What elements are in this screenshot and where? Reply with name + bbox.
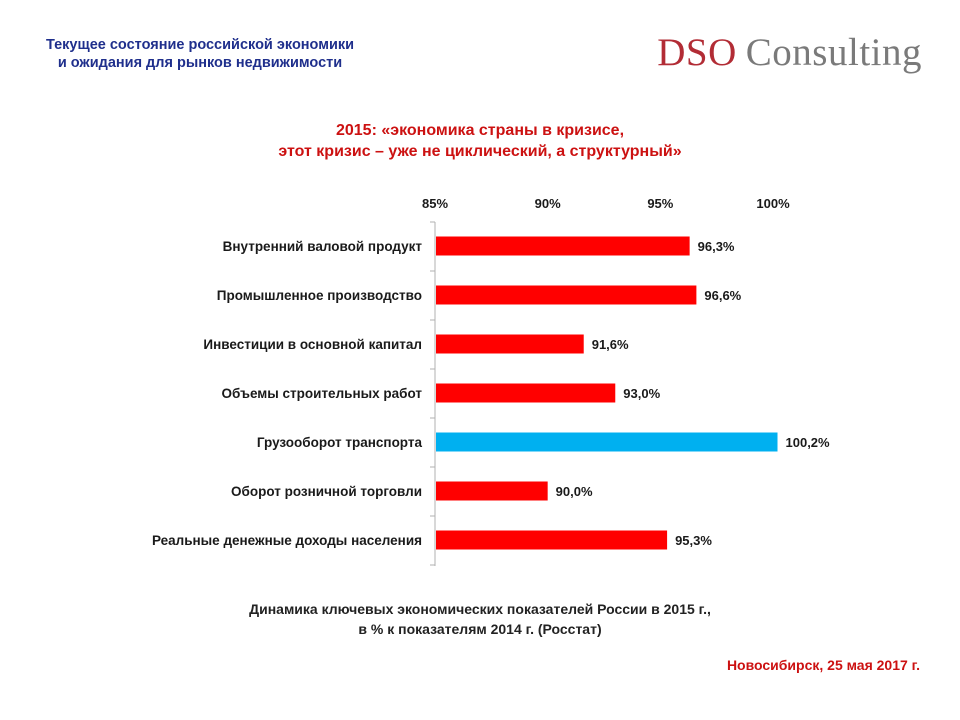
header-title: Текущее состояние российской экономики и… <box>0 36 400 72</box>
x-tick-label: 90% <box>535 196 561 211</box>
bar <box>436 285 697 305</box>
logo-brand: DSO <box>657 31 737 74</box>
bar-chart: 85% 90% 95% 100% Внутренний валовой продукт 9… <box>152 196 831 566</box>
data-label: 96,3% <box>698 239 735 254</box>
header-title-line1: Текущее состояние российской экономики <box>45 37 355 53</box>
chart-title: 2015: «экономика страны в кризисе, этот … <box>0 120 960 162</box>
bar <box>436 530 668 550</box>
category-label: Инвестиции в основной капитал <box>203 337 422 352</box>
caption-line1: Динамика ключевых экономических показате… <box>249 601 711 617</box>
chart-title-line1: 2015: «экономика страны в кризисе, <box>335 122 625 139</box>
data-label: 100,2% <box>786 435 831 450</box>
logo-word: Consulting <box>745 31 922 74</box>
footer-location-date: Новосибирск, 25 мая 2017 г. <box>726 657 920 673</box>
bar <box>436 383 616 403</box>
bar <box>436 334 584 354</box>
chart-caption: Динамика ключевых экономических показате… <box>0 599 960 639</box>
category-label: Грузооборот транспорта <box>257 435 423 450</box>
data-label: 96,6% <box>704 288 741 303</box>
x-tick-label: 85% <box>422 196 448 211</box>
category-label: Промышленное производство <box>217 288 422 303</box>
x-tick-label: 100% <box>756 196 790 211</box>
header-title-line2: и ожидания для рынков недвижимости <box>57 55 343 71</box>
category-label: Объемы строительных работ <box>221 386 422 401</box>
category-label: Реальные денежные доходы населения <box>152 533 422 548</box>
chart-title-line2: этот кризис – уже не циклический, а стру… <box>278 143 682 160</box>
caption-line2: в % к показателям 2014 г. (Росстат) <box>358 621 602 637</box>
category-label: Оборот розничной торговли <box>231 484 422 499</box>
data-label: 93,0% <box>623 386 660 401</box>
data-label: 91,6% <box>592 337 629 352</box>
bar <box>436 432 778 452</box>
data-label: 90,0% <box>556 484 593 499</box>
x-tick-label: 95% <box>647 196 673 211</box>
data-label: 95,3% <box>675 533 712 548</box>
bar <box>436 236 690 256</box>
bar <box>436 481 548 501</box>
category-label: Внутренний валовой продукт <box>223 239 423 254</box>
dso-consulting-logo: DSO Consulting <box>657 30 922 75</box>
